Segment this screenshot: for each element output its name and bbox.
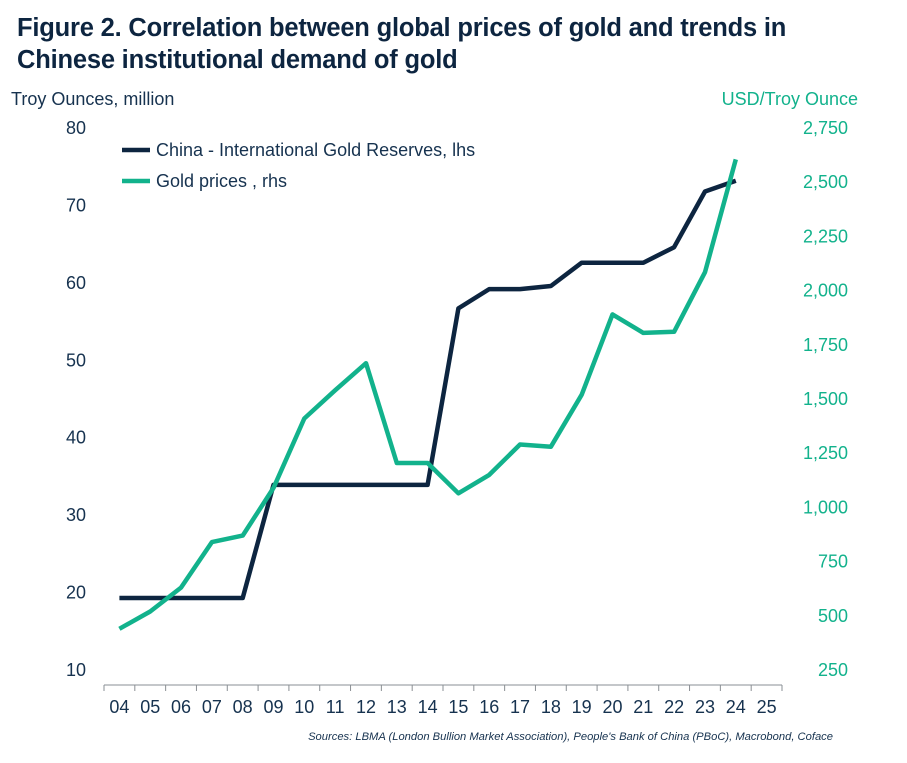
x-tick-label: 16: [479, 697, 499, 717]
x-tick-label: 20: [602, 697, 622, 717]
x-tick-label: 12: [356, 697, 376, 717]
y-right-tick-label: 2,250: [803, 226, 848, 246]
x-tick-label: 04: [109, 697, 129, 717]
y-right-tick-label: 2,000: [803, 281, 848, 301]
y-right-tick-label: 250: [818, 660, 848, 680]
y-right-tick-label: 1,250: [803, 443, 848, 463]
x-tick-label: 18: [541, 697, 561, 717]
x-tick-label: 22: [664, 697, 684, 717]
y-right-tick-label: 1,500: [803, 389, 848, 409]
x-tick-label: 09: [263, 697, 283, 717]
x-tick-label: 24: [726, 697, 746, 717]
y-right-tick-label: 2,750: [803, 118, 848, 138]
y-left-tick-label: 20: [66, 583, 86, 603]
y-left-tick-label: 40: [66, 428, 86, 448]
x-tick-label: 07: [202, 697, 222, 717]
x-tick-label: 14: [418, 697, 438, 717]
x-tick-label: 21: [633, 697, 653, 717]
y-left-tick-label: 50: [66, 350, 86, 370]
y-axis-right-label: USD/Troy Ounce: [722, 89, 858, 109]
y-left-tick-label: 70: [66, 195, 86, 215]
x-tick-label: 08: [233, 697, 253, 717]
y-axis-left-label: Troy Ounces, million: [11, 89, 174, 109]
y-right-tick-label: 2,500: [803, 172, 848, 192]
x-tick-label: 23: [695, 697, 715, 717]
x-tick-label: 25: [757, 697, 777, 717]
x-tick-label: 05: [140, 697, 160, 717]
x-tick-label: 17: [510, 697, 530, 717]
y-right-tick-label: 750: [818, 552, 848, 572]
x-tick-label: 15: [448, 697, 468, 717]
y-right-tick-label: 1,750: [803, 335, 848, 355]
series-line-gold-reserves: [119, 178, 737, 601]
legend-label: Gold prices , rhs: [156, 171, 287, 191]
sources-note: Sources: LBMA (London Bullion Market Ass…: [308, 731, 833, 743]
y-right-tick-label: 1,000: [803, 497, 848, 517]
chart-title: Figure 2. Correlation between global pri…: [17, 12, 786, 76]
y-left-tick-label: 10: [66, 660, 86, 680]
x-tick-label: 19: [572, 697, 592, 717]
x-tick-label: 11: [326, 697, 345, 717]
y-left-tick-label: 30: [66, 505, 86, 525]
series-line-gold-prices: [118, 158, 738, 631]
y-right-tick-label: 500: [818, 606, 848, 626]
y-left-tick-label: 80: [66, 118, 86, 138]
x-tick-label: 06: [171, 697, 191, 717]
x-tick-label: 10: [294, 697, 314, 717]
chart-title-line-1: Figure 2. Correlation between global pri…: [17, 14, 787, 42]
legend-label: China - International Gold Reserves, lhs: [156, 140, 475, 160]
y-left-tick-label: 60: [66, 273, 86, 293]
chart-title-line-2: Chinese institutional demand of gold: [17, 46, 458, 74]
x-tick-label: 13: [387, 697, 407, 717]
